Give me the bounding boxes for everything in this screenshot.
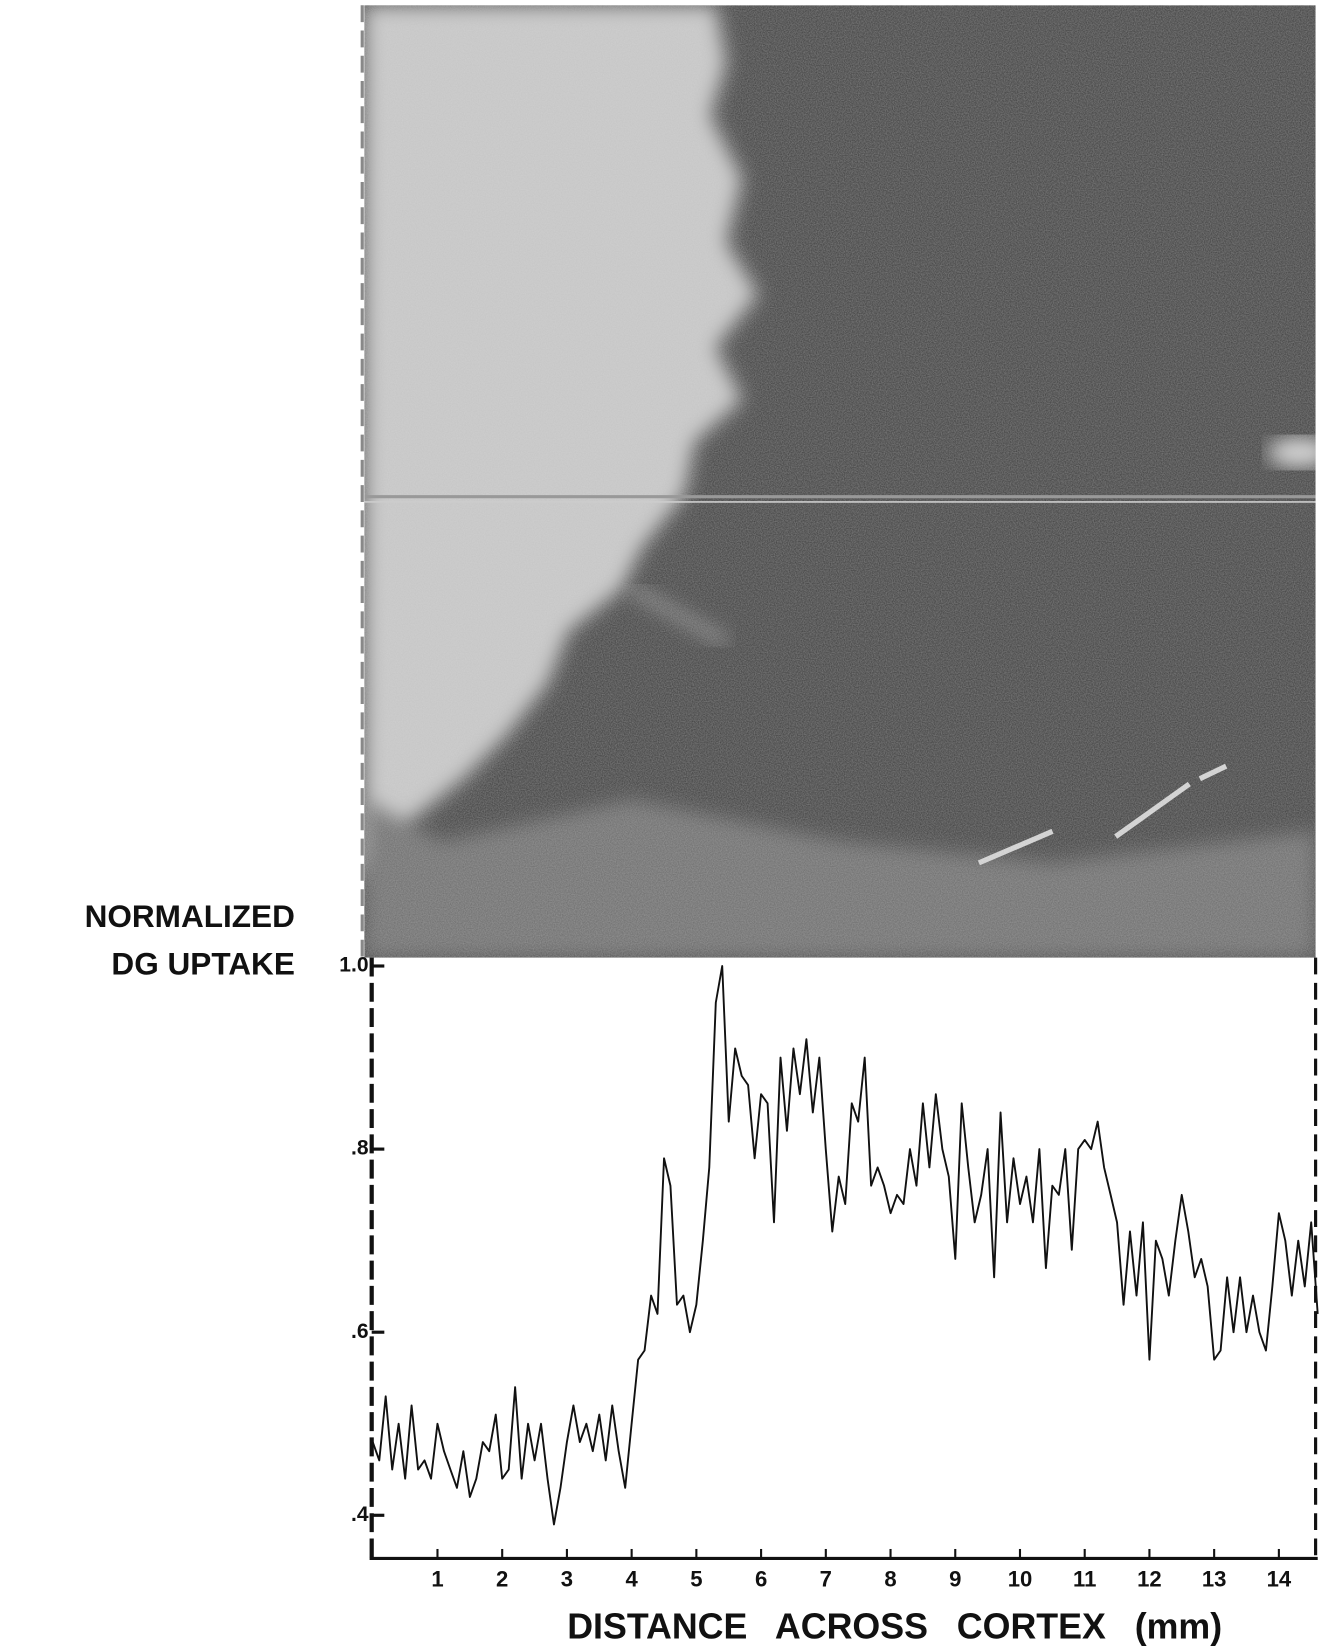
- x-tick-label: 6: [755, 1566, 767, 1591]
- y-tick-label: .4: [351, 1503, 369, 1526]
- y-tick-label: 1.0: [339, 954, 368, 977]
- y-axis-label: DG UPTAKE: [111, 945, 294, 981]
- x-tick-label: 13: [1202, 1566, 1227, 1591]
- y-tick-label: .8: [351, 1137, 369, 1160]
- x-tick-label: 12: [1137, 1566, 1162, 1591]
- x-tick-label: 5: [690, 1566, 702, 1591]
- x-tick-label: 4: [626, 1566, 639, 1591]
- data-line: [373, 966, 1318, 1524]
- x-tick-label: 7: [820, 1566, 832, 1591]
- x-tick-label: 3: [561, 1566, 573, 1591]
- x-tick-label: 11: [1073, 1566, 1096, 1591]
- x-tick-label: 14: [1267, 1566, 1292, 1591]
- x-tick-label: 8: [884, 1566, 896, 1591]
- x-axis-label: DISTANCE ACROSS CORTEX (mm): [567, 1606, 1222, 1646]
- x-tick-label: 9: [949, 1566, 961, 1591]
- x-tick-label: 1: [431, 1566, 443, 1591]
- y-tick-label: .6: [351, 1320, 369, 1343]
- autoradiograph: [364, 5, 1319, 957]
- x-tick-label: 10: [1008, 1566, 1033, 1591]
- y-axis-label: NORMALIZED: [85, 898, 295, 934]
- x-tick-label: 2: [496, 1566, 508, 1591]
- figure: NORMALIZED DG UPTAKE DISTANCE ACROSS COR…: [0, 0, 1319, 1650]
